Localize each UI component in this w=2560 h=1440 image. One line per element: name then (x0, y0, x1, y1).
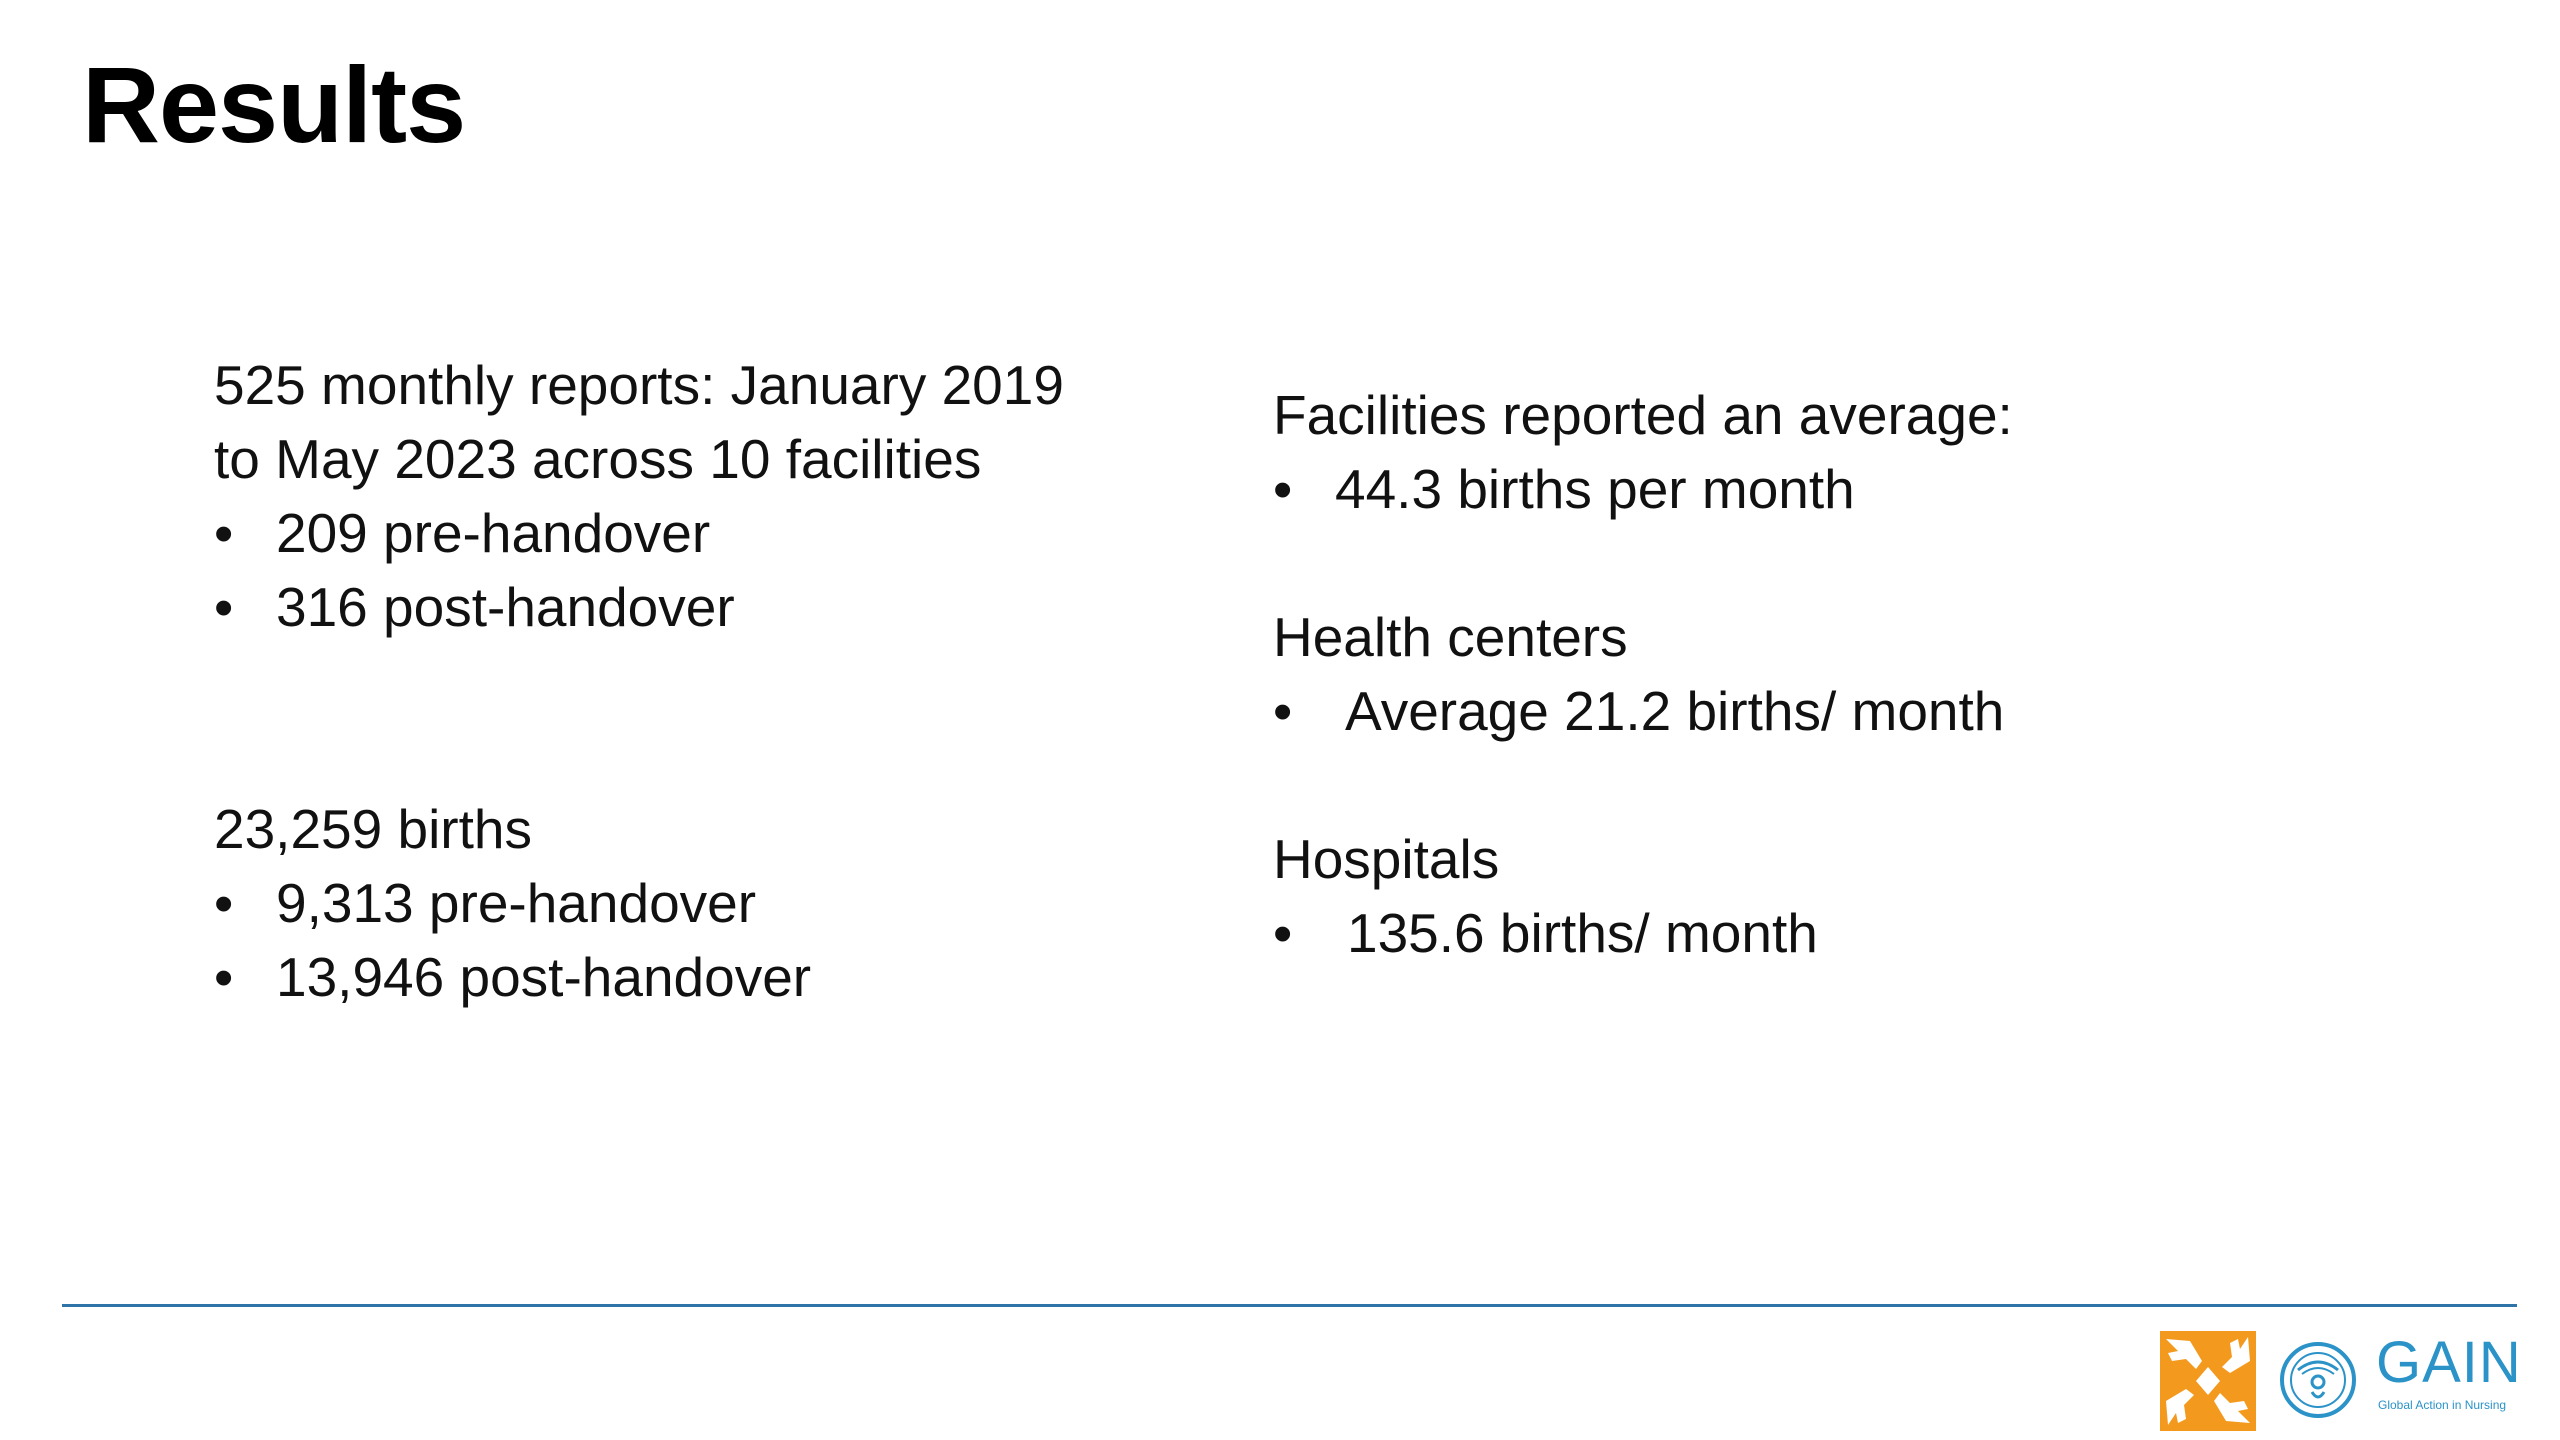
list-item-text: 135.6 births/ month (1347, 902, 1818, 964)
bullet-icon: • (214, 502, 234, 564)
gain-tagline: Global Action in Nursing (2378, 1398, 2507, 1412)
footer-divider (62, 1304, 2517, 1307)
list-item: • Average 21.2 births/ month (1273, 674, 2004, 748)
hands-logo-icon (2160, 1331, 2256, 1431)
births-heading: 23,259 births (214, 798, 532, 860)
bullet-icon: • (214, 576, 234, 638)
facilities-block: Facilities reported an average: • 44.3 bi… (1273, 378, 2013, 526)
slide-title: Results (82, 44, 466, 165)
list-item-text: 316 post-handover (276, 576, 735, 638)
list-item-text: 209 pre-handover (276, 502, 711, 564)
gain-wordmark: GAIN (2376, 1330, 2522, 1395)
gain-logo: GAIN Global Action in Nursing (2278, 1334, 2528, 1426)
list-item-text: 44.3 births per month (1335, 458, 1855, 520)
gain-emblem-icon (2280, 1342, 2356, 1418)
list-item: • 44.3 births per month (1273, 452, 2013, 526)
bullet-icon: • (1273, 458, 1293, 520)
births-block: 23,259 births • 9,313 pre-handover • 13,94… (214, 792, 811, 1014)
health-centers-heading: Health centers (1273, 606, 1628, 668)
health-centers-block: Health centers • Average 21.2 births/ mon… (1273, 600, 2004, 748)
births-list: • 9,313 pre-handover • 13,946 post-handove… (214, 866, 811, 1014)
reports-line-2: to May 2023 across 10 facilities (214, 428, 982, 490)
hospitals-block: Hospitals • 135.6 births/ month (1273, 822, 1818, 970)
hospitals-heading: Hospitals (1273, 828, 1500, 890)
hospitals-list: • 135.6 births/ month (1273, 896, 1818, 970)
health-centers-list: • Average 21.2 births/ month (1273, 674, 2004, 748)
list-item-text: Average 21.2 births/ month (1345, 680, 2005, 742)
reports-block: 525 monthly reports: January 2019 to May… (214, 348, 1064, 644)
list-item-text: 9,313 pre-handover (276, 872, 757, 934)
reports-line-1: 525 monthly reports: January 2019 (214, 354, 1064, 416)
list-item: • 13,946 post-handover (214, 940, 811, 1014)
list-item: • 9,313 pre-handover (214, 866, 811, 940)
bullet-icon: • (1273, 902, 1293, 964)
bullet-icon: • (1273, 680, 1293, 742)
list-item: • 209 pre-handover (214, 496, 1064, 570)
reports-list: • 209 pre-handover • 316 post-handover (214, 496, 1064, 644)
facilities-heading: Facilities reported an average: (1273, 384, 2013, 446)
list-item-text: 13,946 post-handover (276, 946, 812, 1008)
hands-logo (2160, 1331, 2256, 1431)
bullet-icon: • (214, 872, 234, 934)
facilities-list: • 44.3 births per month (1273, 452, 2013, 526)
list-item: • 316 post-handover (214, 570, 1064, 644)
bullet-icon: • (214, 946, 234, 1008)
list-item: • 135.6 births/ month (1273, 896, 1818, 970)
